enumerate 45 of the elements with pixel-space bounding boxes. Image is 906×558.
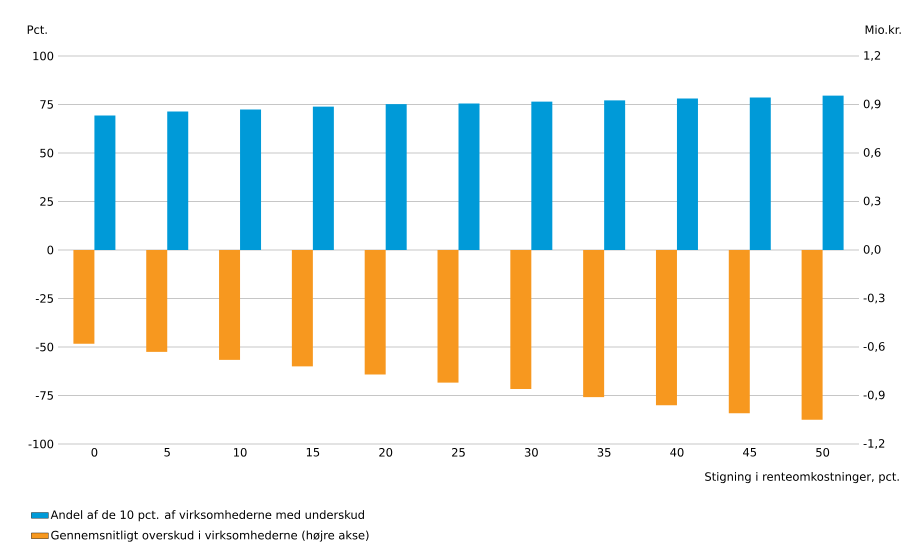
y2-axis-title: Mio.kr. <box>866 25 901 34</box>
y-tick-label: 50 <box>40 148 54 158</box>
x-tick-label: 40 <box>670 448 684 457</box>
x-axis-title: Stigning i renteomkostninger, pct. <box>705 472 899 484</box>
y2-tick-label: 0,9 <box>864 100 880 110</box>
bar <box>386 104 407 250</box>
bar <box>167 111 188 250</box>
x-tick-label: 45 <box>743 448 756 457</box>
x-tick-label: 50 <box>816 448 830 457</box>
bar <box>531 102 552 250</box>
y-tick-label: -100 <box>28 440 54 448</box>
x-tick-label: 0 <box>92 448 98 457</box>
bar <box>458 104 480 250</box>
y-tick-label: -25 <box>36 294 53 303</box>
y-tick-label: 100 <box>33 52 54 60</box>
x-tick-label: 15 <box>306 448 320 457</box>
x-tick-label: 25 <box>452 448 465 457</box>
y2-tick-label: 0,6 <box>864 148 881 158</box>
y-tick-label: 0 <box>47 246 54 254</box>
y-axis-title: Pct. <box>28 25 47 34</box>
y2-tick-label: 0,0 <box>864 245 880 255</box>
y2-tick-label: -1,2 <box>864 439 884 449</box>
legend-label: Andel af de 10 pct. af virksomhederne med underskud <box>50 510 364 522</box>
bar <box>604 100 626 250</box>
x-tick-label: 30 <box>524 448 538 457</box>
legend-label: Gennemsnitligt overskud i virksomhederne (højre akse) <box>51 530 369 542</box>
y-tick-label: -75 <box>36 391 53 400</box>
bar <box>312 106 334 250</box>
bar <box>822 96 844 250</box>
y2-tick-label: 1,2 <box>864 51 880 61</box>
y-tick-label: 75 <box>40 100 53 109</box>
y-tick-label: 25 <box>40 197 53 206</box>
bar <box>750 98 771 250</box>
y-tick-label: -50 <box>36 342 54 352</box>
x-tick-label: 5 <box>164 448 170 457</box>
bar <box>240 110 262 250</box>
bar <box>676 98 698 250</box>
y2-tick-label: -0,9 <box>864 390 885 400</box>
bar <box>94 116 116 250</box>
x-tick-label: 20 <box>379 448 392 457</box>
y2-tick-label: -0,3 <box>864 294 884 304</box>
x-tick-label: 10 <box>234 448 247 457</box>
y2-tick-label: -0,6 <box>864 342 885 352</box>
y2-tick-label: 0,3 <box>864 196 880 206</box>
x-tick-label: 35 <box>598 448 610 457</box>
